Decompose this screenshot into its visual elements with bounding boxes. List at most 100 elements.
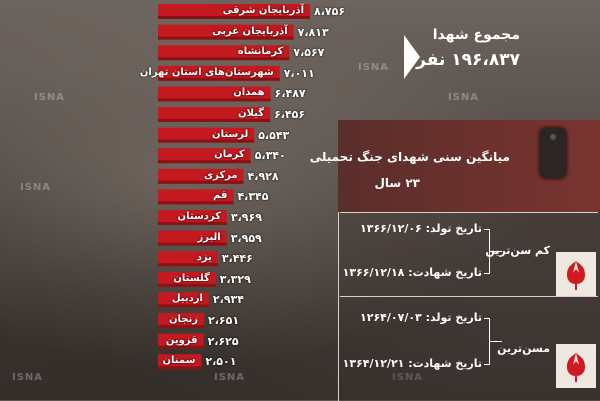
bar-shadow: [158, 77, 280, 81]
average-age-title: میانگین سنی شهدای جنگ تحمیلی: [309, 150, 510, 164]
bar: [158, 4, 310, 19]
tulip-badge: [556, 344, 596, 388]
watermark: ISNA: [34, 92, 66, 103]
bar-value-label: ۲،۶۲۵: [207, 334, 239, 348]
bar-shadow: [158, 119, 271, 122]
youngest-martyrdom-date: تاریخ شهادت: ۱۳۶۶/۱۲/۱۸: [342, 266, 482, 279]
watermark: ISNA: [392, 372, 424, 383]
bar-category-label: قم: [213, 190, 228, 202]
play-arrow-icon: [404, 35, 420, 79]
bar: [158, 354, 202, 370]
bar-category-label: یزد: [196, 252, 212, 264]
bar-shadow: [158, 16, 310, 19]
bar-category-label: اردبیل: [171, 293, 203, 305]
bracket-tick: [484, 229, 490, 230]
bar-category-label: سمنان: [162, 355, 196, 367]
bar-value-label: ۷،۰۱۱: [283, 66, 315, 80]
bar-value-label: ۵،۳۴۰: [254, 149, 286, 163]
bar-category-label: کردستان: [177, 211, 221, 222]
watermark: ISNA: [12, 372, 44, 383]
bar-category-label: البرز: [197, 231, 221, 243]
bar-value-label: ۲،۹۳۴: [212, 293, 244, 307]
youngest-label: کم سن‌ترین: [485, 244, 550, 257]
bar-shadow: [158, 263, 218, 267]
bar-value-label: ۴،۹۲۸: [247, 169, 279, 183]
bar-category-label: آذربایجان غربی: [212, 25, 288, 37]
bar-category-label: گیلان: [238, 108, 265, 119]
youngest-bracket: [489, 229, 490, 273]
bar-shadow: [158, 160, 251, 164]
bar: [158, 168, 244, 184]
bar-category-label: کرمانشاه: [237, 46, 284, 58]
bar-value-label: ۷،۸۱۳: [297, 25, 329, 39]
bar: [158, 107, 271, 122]
watermark: ISNA: [448, 92, 480, 103]
bar-category-label: مرکزی: [203, 169, 238, 181]
bar: [158, 271, 216, 287]
bracket-tick: [484, 364, 490, 365]
bar-category-label: آذربایجان شرقی: [222, 5, 304, 16]
bar: [158, 45, 290, 61]
bar: [158, 148, 251, 164]
bar-shadow: [158, 98, 271, 102]
oldest-martyrdom-date: تاریخ شهادت: ۱۳۶۴/۱۲/۲۱: [342, 357, 482, 370]
bar-category-label: همدان: [233, 87, 265, 99]
bar: [158, 65, 280, 81]
bar: [158, 127, 255, 143]
oldest-birth-date: تاریخ تولد: ۱۲۶۴/۰۷/۰۳: [360, 311, 482, 324]
bar: [158, 86, 271, 102]
bar: [158, 313, 205, 328]
bar-value-label: ۴،۳۴۵: [237, 190, 269, 204]
watermark: ISNA: [214, 372, 246, 383]
bar-category-label: شهرستان‌های استان تهران: [139, 66, 274, 78]
youngest-birth-date: تاریخ تولد: ۱۳۶۶/۱۲/۰۶: [360, 222, 482, 235]
bar: [158, 189, 234, 205]
bar: [158, 333, 204, 349]
tulip-icon: [567, 261, 585, 290]
bar: [158, 210, 227, 225]
bar-shadow: [158, 366, 202, 370]
bar-value-label: ۸،۷۵۶: [314, 5, 346, 18]
bar: [158, 292, 209, 308]
bar-shadow: [158, 139, 255, 143]
tulip-badge: [556, 252, 596, 296]
bar-value-label: ۳،۹۶۹: [230, 211, 262, 224]
bracket-tick: [484, 273, 490, 274]
divider: [340, 212, 598, 213]
bar-shadow: [158, 283, 216, 287]
bar-shadow: [158, 180, 244, 184]
bar-shadow: [158, 222, 227, 225]
bar-value-label: ۳،۹۵۹: [230, 231, 262, 245]
total-martyrs-title: مجموع شهدا: [432, 27, 520, 43]
bar-shadow: [158, 345, 204, 349]
oldest-label: مسن‌ترین: [497, 342, 550, 355]
bracket-connector: [490, 341, 502, 342]
tulip-icon: [567, 353, 585, 382]
bar: [158, 230, 227, 246]
oldest-bracket: [489, 318, 490, 364]
bar: [158, 24, 294, 40]
average-age-value: ۲۳ سال: [374, 176, 420, 190]
bar-category-label: لرستان: [212, 128, 249, 140]
bar-value-label: ۶،۴۵۶: [274, 108, 306, 121]
bar: [158, 251, 218, 267]
bar-value-label: ۶،۴۸۷: [274, 87, 306, 101]
bar-shadow: [158, 242, 227, 246]
bar-shadow: [158, 57, 290, 61]
bar-category-label: قزوین: [165, 334, 198, 346]
bracket-tick: [484, 318, 490, 319]
bar-value-label: ۲،۵۰۱: [205, 355, 237, 369]
total-martyrs-value: ۱۹۶،۸۳۷ نفر: [416, 50, 520, 70]
bar-shadow: [158, 36, 294, 40]
bar-value-label: ۷،۵۶۷: [293, 46, 325, 60]
bar-value-label: ۳،۳۲۹: [219, 272, 251, 286]
bar-category-label: زنجان: [169, 314, 199, 325]
divider: [340, 296, 598, 297]
bar-value-label: ۳،۴۴۶: [221, 252, 253, 266]
bar-category-label: گلستان: [173, 272, 210, 284]
bar-value-label: ۵،۵۴۳: [258, 128, 290, 142]
bar-value-label: ۲،۶۵۱: [208, 314, 240, 327]
dog-tag-icon: [540, 128, 566, 178]
bracket-connector: [490, 251, 502, 252]
